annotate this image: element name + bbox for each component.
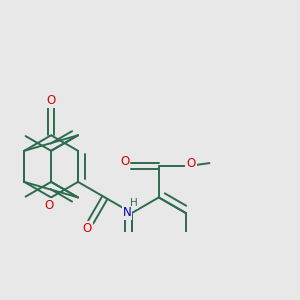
Text: O: O [46, 94, 56, 107]
Text: H: H [130, 198, 137, 208]
Text: N: N [123, 206, 131, 220]
Text: O: O [45, 199, 54, 212]
Text: O: O [186, 157, 196, 169]
Text: O: O [120, 155, 130, 168]
Text: O: O [83, 222, 92, 235]
